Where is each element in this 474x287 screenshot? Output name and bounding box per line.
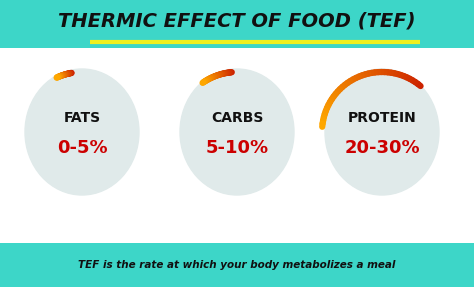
Ellipse shape — [325, 69, 439, 195]
Text: 20-30%: 20-30% — [344, 139, 420, 157]
Text: PROTEIN: PROTEIN — [347, 111, 416, 125]
Text: 0-5%: 0-5% — [57, 139, 107, 157]
Text: FATS: FATS — [64, 111, 100, 125]
Text: CARBS: CARBS — [211, 111, 263, 125]
Ellipse shape — [180, 69, 294, 195]
Ellipse shape — [25, 69, 139, 195]
FancyBboxPatch shape — [0, 0, 474, 48]
FancyBboxPatch shape — [0, 243, 474, 287]
Text: TEF is the rate at which your body metabolizes a meal: TEF is the rate at which your body metab… — [78, 260, 396, 270]
Text: THERMIC EFFECT OF FOOD (TEF): THERMIC EFFECT OF FOOD (TEF) — [58, 11, 416, 30]
Text: 5-10%: 5-10% — [205, 139, 269, 157]
